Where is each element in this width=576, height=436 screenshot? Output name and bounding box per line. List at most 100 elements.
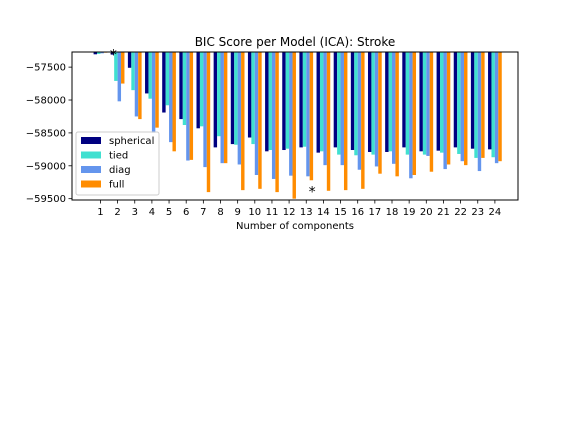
bar-full-20 <box>430 52 433 172</box>
legend: spherical tied diag full <box>76 132 159 195</box>
bar-full-9 <box>241 52 244 190</box>
bar-spherical-17 <box>368 52 371 152</box>
x-tick-label-20: 20 <box>420 207 433 218</box>
x-tick-label-16: 16 <box>351 207 364 218</box>
bar-diag-2 <box>118 52 121 101</box>
bar-spherical-11 <box>265 52 268 151</box>
bar-diag-18 <box>392 52 395 164</box>
bar-spherical-18 <box>385 52 388 152</box>
bar-full-22 <box>464 52 467 165</box>
bar-tied-17 <box>371 52 374 155</box>
bar-full-12 <box>293 52 296 199</box>
x-tick-label-15: 15 <box>334 207 347 218</box>
bar-tied-21 <box>440 52 443 153</box>
x-tick-label-24: 24 <box>489 207 502 218</box>
bar-diag-16 <box>358 52 361 170</box>
bar-tied-10 <box>251 52 254 144</box>
bar-diag-19 <box>409 52 412 178</box>
bar-tied-12 <box>286 52 289 149</box>
bar-full-14 <box>327 52 330 191</box>
bar-diag-4 <box>152 52 155 133</box>
bar-tied-20 <box>423 52 426 155</box>
bar-full-23 <box>481 52 484 158</box>
bar-spherical-5 <box>162 52 165 113</box>
x-tick-label-19: 19 <box>403 207 416 218</box>
bar-full-17 <box>378 52 381 174</box>
bar-full-8 <box>224 52 227 163</box>
bar-tied-4 <box>148 52 151 99</box>
bar-diag-11 <box>272 52 275 179</box>
bar-tied-16 <box>354 52 357 155</box>
bar-tied-6 <box>183 52 186 125</box>
legend-swatch-tied <box>81 152 101 159</box>
bar-tied-11 <box>269 52 272 150</box>
bar-full-15 <box>344 52 347 190</box>
x-tick-label-1: 1 <box>97 207 103 218</box>
bar-diag-15 <box>341 52 344 165</box>
bar-spherical-3 <box>128 52 131 68</box>
bar-spherical-12 <box>282 52 285 150</box>
bar-spherical-15 <box>334 52 337 147</box>
bar-diag-7 <box>203 52 206 167</box>
bar-tied-3 <box>131 52 134 90</box>
legend-label-spherical: spherical <box>109 136 154 147</box>
x-tick-label-8: 8 <box>217 207 223 218</box>
bar-full-16 <box>361 52 364 189</box>
bar-tied-5 <box>166 52 169 105</box>
bar-spherical-6 <box>179 52 182 119</box>
y-tick-label--58500: −58500 <box>26 128 66 139</box>
bar-diag-22 <box>461 52 464 161</box>
bar-spherical-19 <box>402 52 405 147</box>
x-tick-label-2: 2 <box>114 207 120 218</box>
annotation-1: * <box>110 47 117 63</box>
bar-full-18 <box>395 52 398 176</box>
bar-full-13 <box>310 52 313 180</box>
x-tick-label-3: 3 <box>132 207 138 218</box>
x-tick-label-6: 6 <box>183 207 189 218</box>
x-tick-label-18: 18 <box>386 207 399 218</box>
bar-diag-20 <box>426 52 429 156</box>
bar-diag-17 <box>375 52 378 166</box>
bar-full-7 <box>207 52 210 192</box>
bar-tied-13 <box>303 52 306 147</box>
y-tick-label--58000: −58000 <box>26 96 66 107</box>
y-tick-label--57500: −57500 <box>26 63 66 74</box>
x-tick-label-9: 9 <box>234 207 240 218</box>
bar-full-21 <box>447 52 450 164</box>
bar-tied-23 <box>474 52 477 158</box>
bar-spherical-23 <box>471 52 474 149</box>
legend-label-diag: diag <box>109 165 131 176</box>
bar-diag-14 <box>323 52 326 165</box>
x-tick-label-21: 21 <box>437 207 450 218</box>
x-tick-label-23: 23 <box>471 207 484 218</box>
bar-tied-15 <box>337 52 340 155</box>
bar-diag-23 <box>478 52 481 171</box>
bar-tied-19 <box>406 52 409 155</box>
bar-diag-24 <box>495 52 498 163</box>
bar-spherical-10 <box>248 52 251 138</box>
bar-diag-13 <box>306 52 309 176</box>
bar-spherical-21 <box>437 52 440 151</box>
y-tick-label--59000: −59000 <box>26 161 66 172</box>
bar-spherical-4 <box>145 52 148 93</box>
x-tick-label-10: 10 <box>248 207 261 218</box>
x-tick-label-14: 14 <box>317 207 330 218</box>
x-tick-label-5: 5 <box>166 207 172 218</box>
bar-full-6 <box>190 52 193 160</box>
legend-label-full: full <box>109 180 124 191</box>
bar-spherical-8 <box>214 52 217 147</box>
x-axis-label: Number of components <box>236 221 354 232</box>
bar-diag-3 <box>135 52 138 116</box>
bar-full-5 <box>172 52 175 151</box>
bar-full-10 <box>258 52 261 189</box>
bar-tied-24 <box>491 52 494 157</box>
bar-tied-14 <box>320 52 323 151</box>
bar-spherical-20 <box>419 52 422 151</box>
bar-spherical-16 <box>351 52 354 150</box>
chart-title: BIC Score per Model (ICA): Stroke <box>195 35 396 49</box>
legend-label-tied: tied <box>109 151 128 162</box>
bar-spherical-13 <box>299 52 302 147</box>
bar-tied-18 <box>389 52 392 151</box>
x-tick-label-11: 11 <box>266 207 279 218</box>
